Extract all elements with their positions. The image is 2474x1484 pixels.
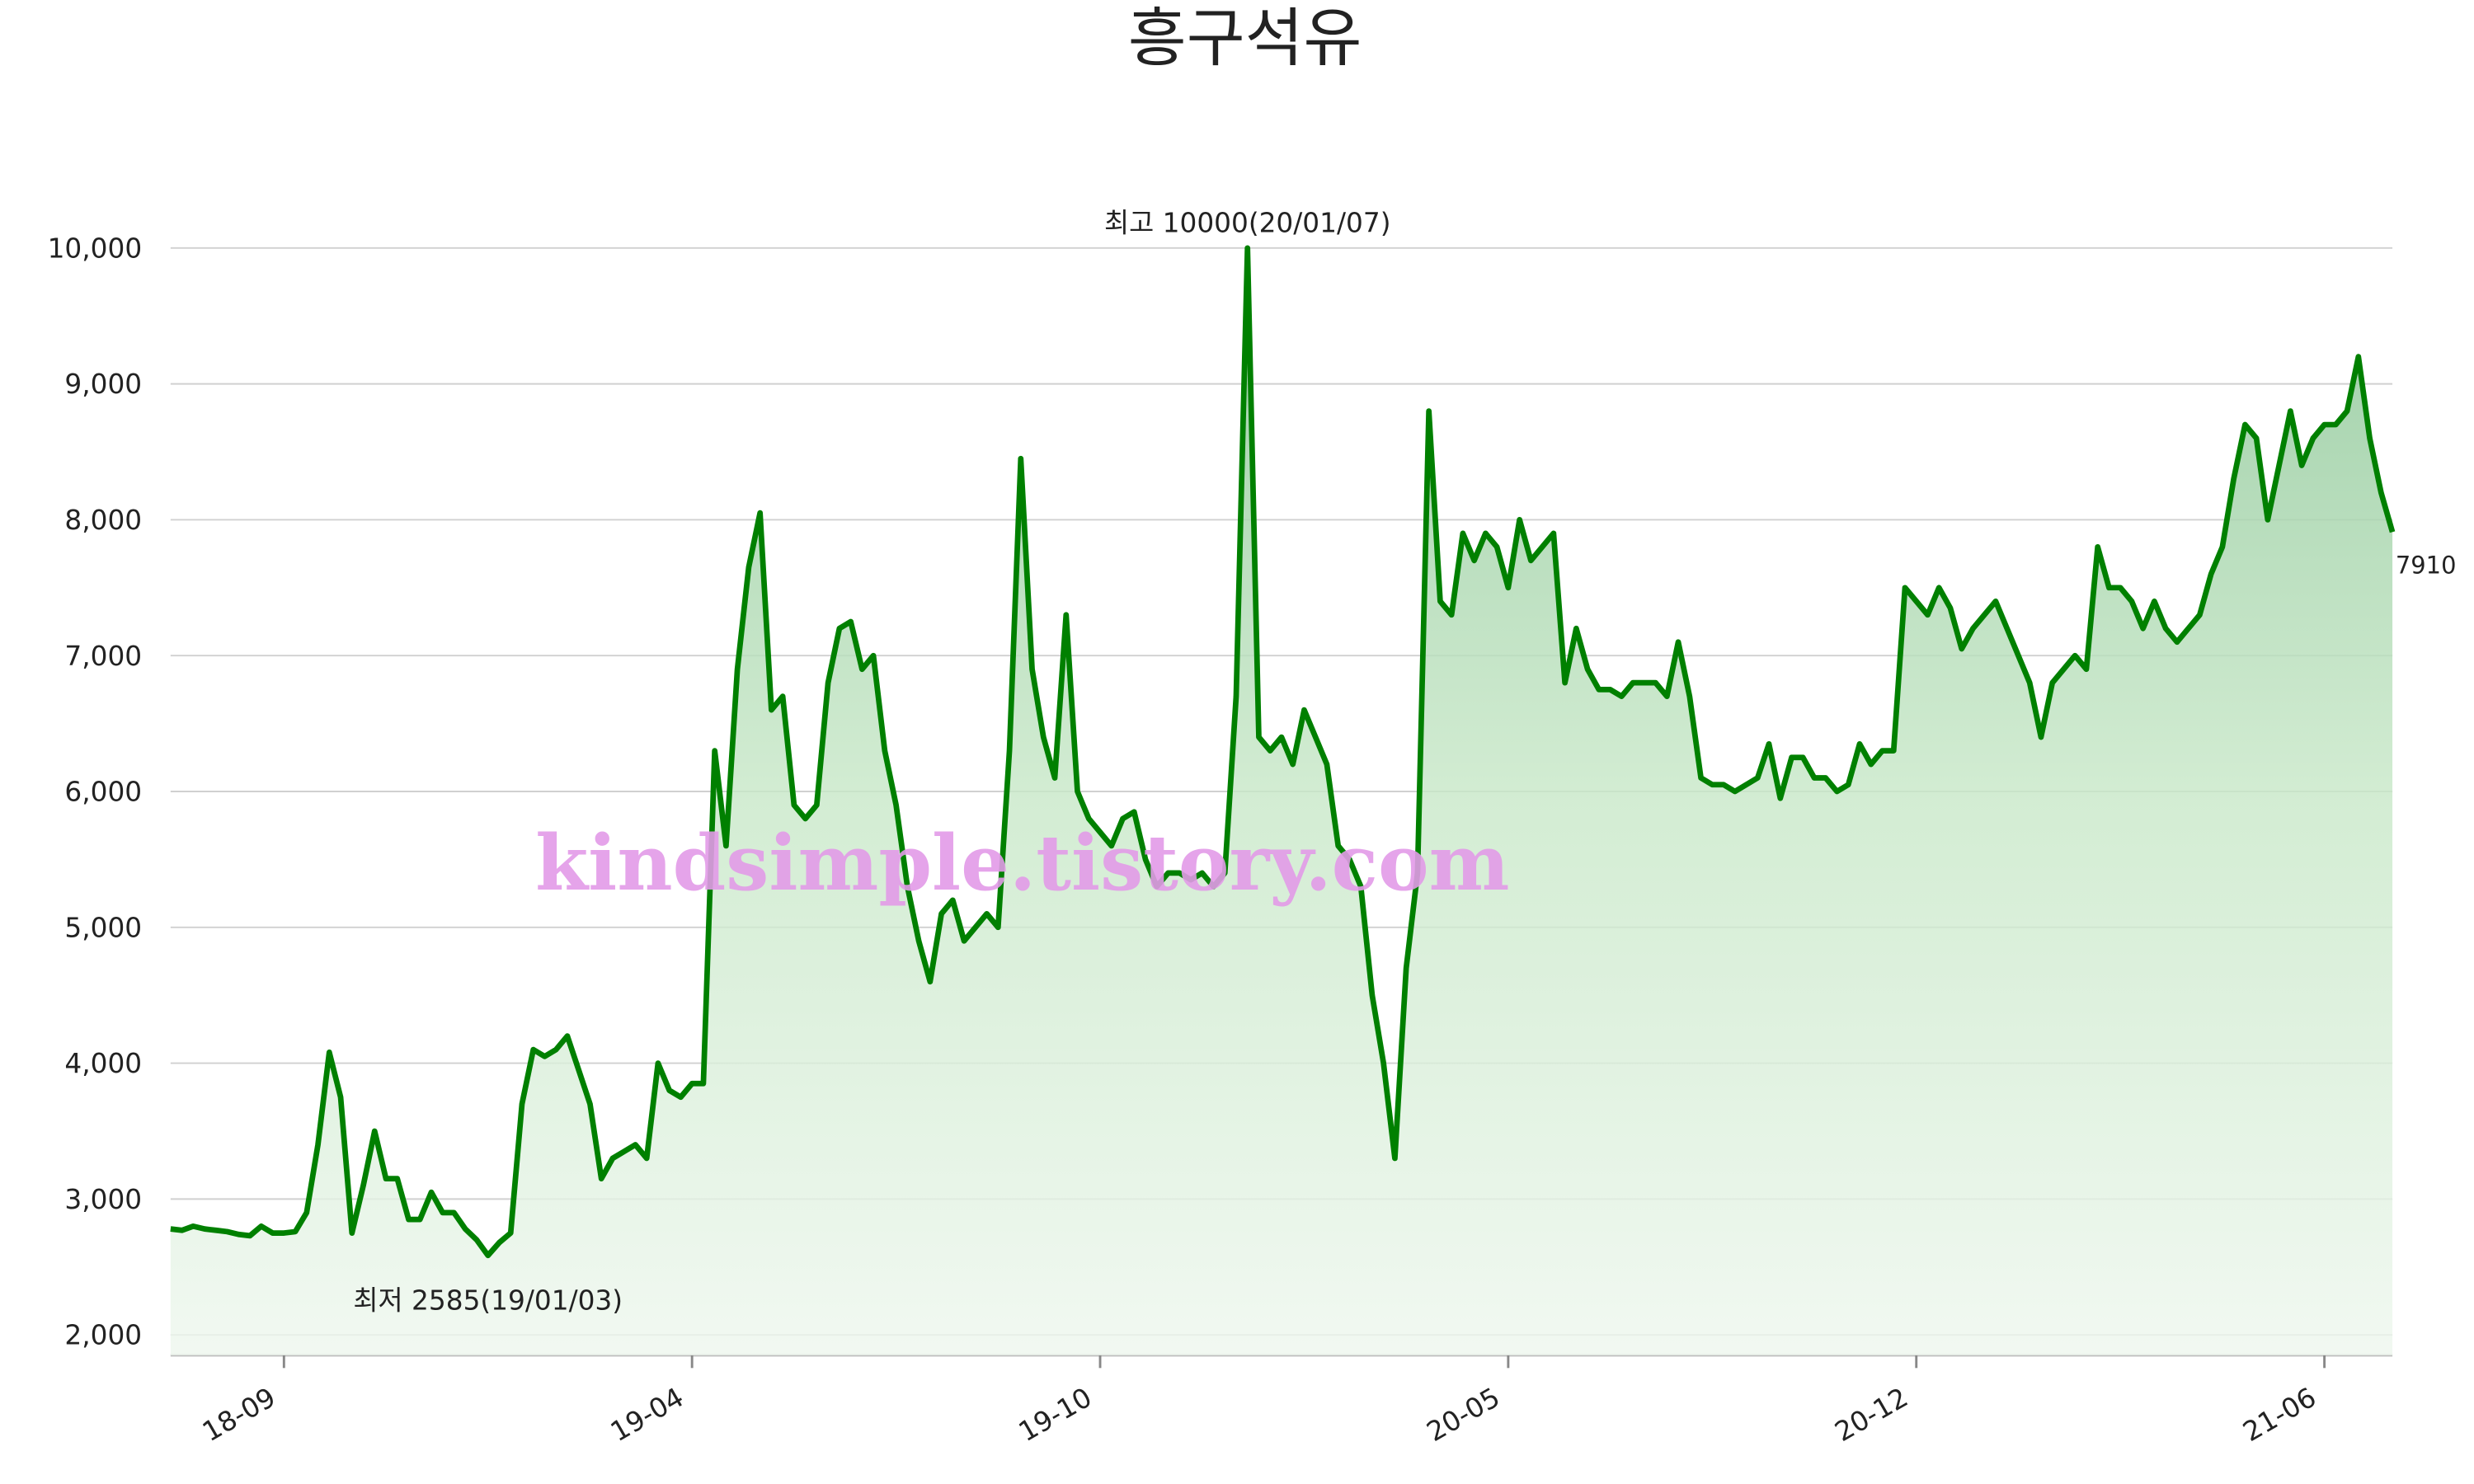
chart-title: 흥구석유: [1128, 2, 1362, 76]
watermark: kindsimple.tistory.com: [535, 818, 1509, 908]
y-tick-label: 6,000: [64, 777, 142, 808]
x-tick-label: 19-10: [1014, 1382, 1097, 1448]
y-tick-label: 10,000: [48, 232, 143, 264]
y-tick-label: 4,000: [64, 1048, 142, 1079]
price-line: [170, 245, 2396, 1259]
area: [170, 247, 2393, 1355]
x-tick-label: 20-05: [1422, 1382, 1505, 1448]
x-tick-label: 20-12: [1830, 1382, 1913, 1448]
end-value-label: 7910: [2396, 551, 2457, 579]
x-tick-label: 21-06: [2237, 1382, 2321, 1448]
y-tick-label: 7,000: [64, 641, 142, 672]
min-annotation: 최저 2585(19/01/03): [353, 1284, 623, 1316]
y-tick-label: 5,000: [64, 912, 142, 943]
y-tick-label: 3,000: [64, 1184, 142, 1215]
y-tick-label: 8,000: [64, 505, 142, 536]
y-tick-label: 9,000: [64, 369, 142, 400]
y-tick-label: 2,000: [64, 1320, 142, 1351]
x-tick-label: 18-09: [197, 1382, 280, 1448]
max-annotation: 최고 10000(20/01/07): [1104, 208, 1391, 239]
x-tick-label: 19-04: [605, 1382, 689, 1448]
